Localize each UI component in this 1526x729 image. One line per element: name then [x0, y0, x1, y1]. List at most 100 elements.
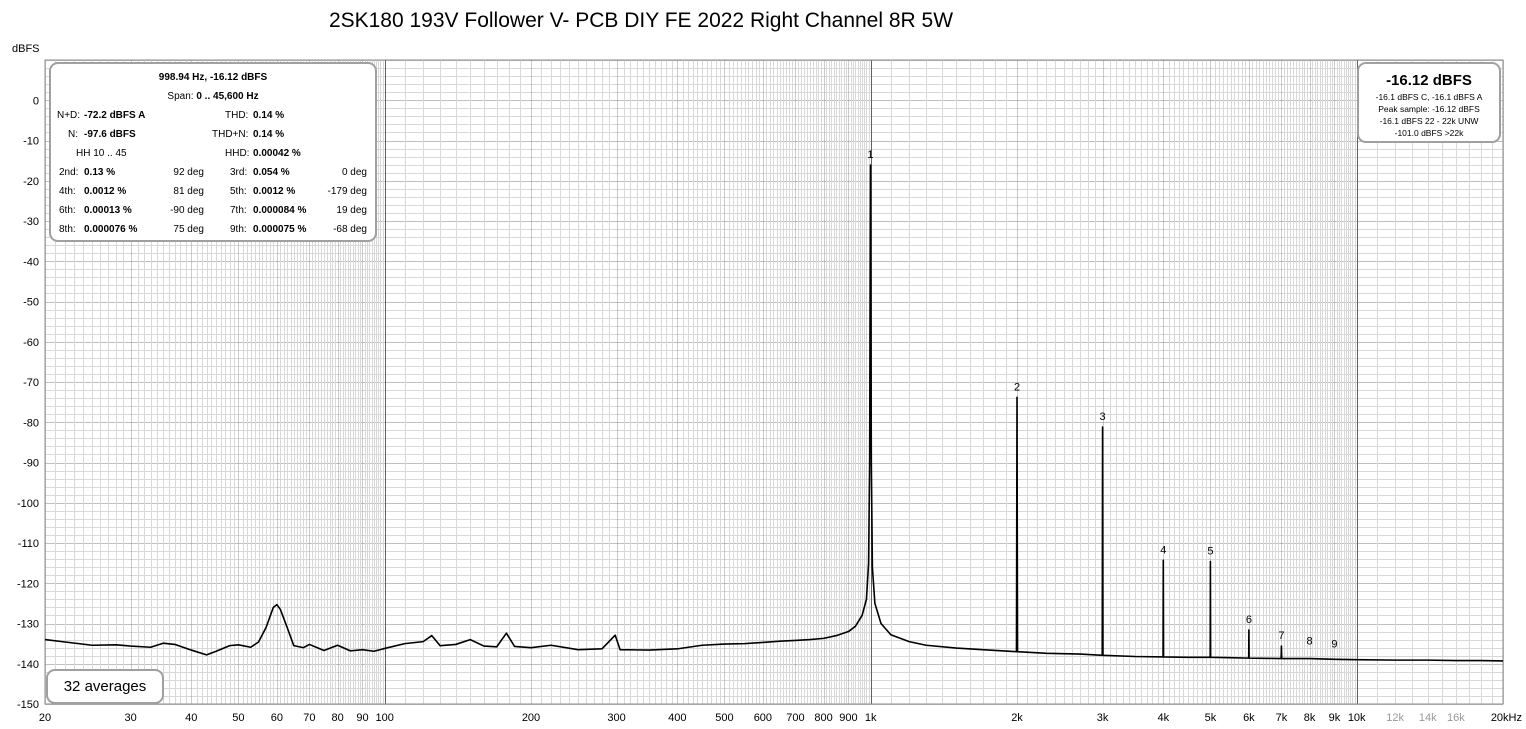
y-tick-labels: 0 -10 -20 -30 -40 -50 -60 -70 -80 -90 -100 -110 -120…	[17, 95, 39, 711]
hh-label: HH 10 .. 45	[76, 148, 127, 159]
y-axis-unit-label: dBFS	[12, 43, 40, 55]
x-tick-label: 20	[39, 712, 51, 724]
level-line-1: -16.1 dBFS C, -16.1 dBFS A	[1375, 92, 1483, 102]
harmonic-marker-label: 6	[1246, 614, 1252, 626]
y-tick-label: -100	[17, 498, 39, 510]
y-tick-label: -150	[17, 699, 39, 711]
h8-phase: 75 deg	[173, 224, 204, 235]
h4-label: 4th:	[59, 186, 76, 197]
n-label: N:	[68, 129, 78, 140]
h2-value: 0.13 %	[84, 167, 116, 178]
x-tick-label: 1k	[865, 712, 877, 724]
harmonic-marker-label: 3	[1100, 411, 1106, 423]
harmonic-marker-label: 1	[867, 149, 873, 161]
y-tick-label: 0	[33, 95, 39, 107]
y-tick-label: -30	[23, 216, 39, 228]
x-tick-label: 80	[331, 712, 343, 724]
x-tick-label: 90	[356, 712, 368, 724]
trace-layer	[44, 164, 1504, 662]
x-tick-label: 300	[607, 712, 625, 724]
h7-value: 0.000084 %	[253, 205, 307, 216]
level-readout-panel: -16.12 dBFS -16.1 dBFS C, -16.1 dBFS A P…	[1357, 62, 1501, 143]
x-tick-label: 400	[668, 712, 686, 724]
thdn-value: 0.14 %	[253, 129, 285, 140]
hhd-value: 0.00042 %	[253, 148, 301, 159]
y-tick-label: -80	[23, 417, 39, 429]
harmonic-marker-label: 9	[1331, 638, 1337, 650]
nd-value: -72.2 dBFS A	[84, 110, 146, 121]
h4-value: 0.0012 %	[84, 186, 127, 197]
hhd-label: HHD:	[225, 148, 250, 159]
h6-phase: -90 deg	[170, 205, 204, 216]
x-tick-label: 2k	[1011, 712, 1023, 724]
n-value: -97.6 dBFS	[84, 129, 136, 140]
y-tick-label: -110	[18, 538, 39, 550]
h5-phase: -179 deg	[327, 186, 367, 197]
y-tick-label: -20	[23, 176, 39, 188]
harmonic-marker-label: 4	[1160, 544, 1166, 556]
h2-phase: 92 deg	[173, 167, 204, 178]
x-tick-label: 6k	[1243, 712, 1255, 724]
h6-value: 0.00013 %	[84, 205, 132, 216]
spectrum-trace	[44, 164, 1504, 662]
plot-frame	[44, 59, 1504, 705]
averages-badge: 32 averages	[46, 669, 164, 704]
y-tick-label: -40	[23, 256, 39, 268]
x-tick-label: 3k	[1097, 712, 1109, 724]
thd-value: 0.14 %	[253, 110, 285, 121]
h5-value: 0.0012 %	[253, 186, 296, 197]
x-tick-label: 9k	[1329, 712, 1341, 724]
thdn-label: THD+N:	[212, 129, 249, 140]
x-tick-label: 4k	[1157, 712, 1169, 724]
x-tick-label: 7k	[1276, 712, 1288, 724]
h3-phase: 0 deg	[341, 167, 367, 178]
h5-label: 5th:	[230, 186, 247, 197]
h4-phase: 81 deg	[173, 186, 204, 197]
y-tick-label: -50	[23, 297, 39, 309]
y-tick-label: -70	[23, 377, 39, 389]
averages-label: 32 averages	[63, 678, 147, 695]
y-tick-label: -120	[17, 578, 39, 590]
y-tick-label: -60	[23, 337, 39, 349]
h2-label: 2nd:	[59, 167, 79, 178]
x-tick-label: 12k	[1386, 712, 1404, 724]
thd-label: THD:	[225, 110, 249, 121]
harmonic-marker-label: 2	[1014, 381, 1020, 393]
level-line-3: -16.1 dBFS 22 - 22k UNW	[1379, 116, 1479, 126]
y-tick-label: -90	[23, 458, 39, 470]
x-tick-label: 8k	[1304, 712, 1316, 724]
info-header: 998.94 Hz, -16.12 dBFS	[158, 72, 268, 83]
x-tick-label: 30	[124, 712, 136, 724]
nd-label: N+D:	[57, 110, 81, 121]
chart-title: 2SK180 193V Follower V- PCB DIY FE 2022 …	[328, 9, 954, 32]
harmonic-marker-label: 8	[1307, 636, 1313, 648]
h3-label: 3rd:	[230, 167, 248, 178]
h8-label: 8th:	[59, 224, 76, 235]
h8-value: 0.000076 %	[84, 224, 138, 235]
distortion-info-panel: 998.94 Hz, -16.12 dBFS Span: 0 .. 45,600…	[49, 62, 377, 242]
x-tick-label: 20kHz	[1491, 712, 1522, 724]
harmonic-marker-label: 5	[1207, 546, 1213, 558]
harmonic-markers: 1 2 3 4 5 6 7 8 9	[867, 149, 1337, 650]
h6-label: 6th:	[59, 205, 76, 216]
span-value: 0 .. 45,600 Hz	[196, 91, 259, 102]
x-tick-label: 700	[786, 712, 804, 724]
level-line-4: -101.0 dBFS >22k	[1394, 128, 1464, 138]
x-tick-label: 500	[715, 712, 733, 724]
h7-label: 7th:	[230, 205, 247, 216]
x-tick-label: 5k	[1205, 712, 1217, 724]
x-tick-label: 50	[232, 712, 244, 724]
y-tick-label: -10	[23, 136, 39, 148]
h7-phase: 19 deg	[336, 205, 367, 216]
x-tick-label: 14k	[1419, 712, 1437, 724]
y-tick-label: -130	[17, 619, 39, 631]
x-tick-labels: 20 30 40 50 60 70 80 90 100 200 300 400 500 600 700 800…	[39, 712, 1522, 724]
h9-value: 0.000075 %	[253, 224, 307, 235]
level-main: -16.12 dBFS	[1386, 72, 1472, 89]
y-tick-label: -140	[17, 659, 39, 671]
x-tick-label: 16k	[1447, 712, 1465, 724]
x-tick-label: 60	[271, 712, 283, 724]
x-tick-label: 800	[814, 712, 832, 724]
x-tick-label: 40	[185, 712, 197, 724]
x-tick-label: 600	[754, 712, 772, 724]
